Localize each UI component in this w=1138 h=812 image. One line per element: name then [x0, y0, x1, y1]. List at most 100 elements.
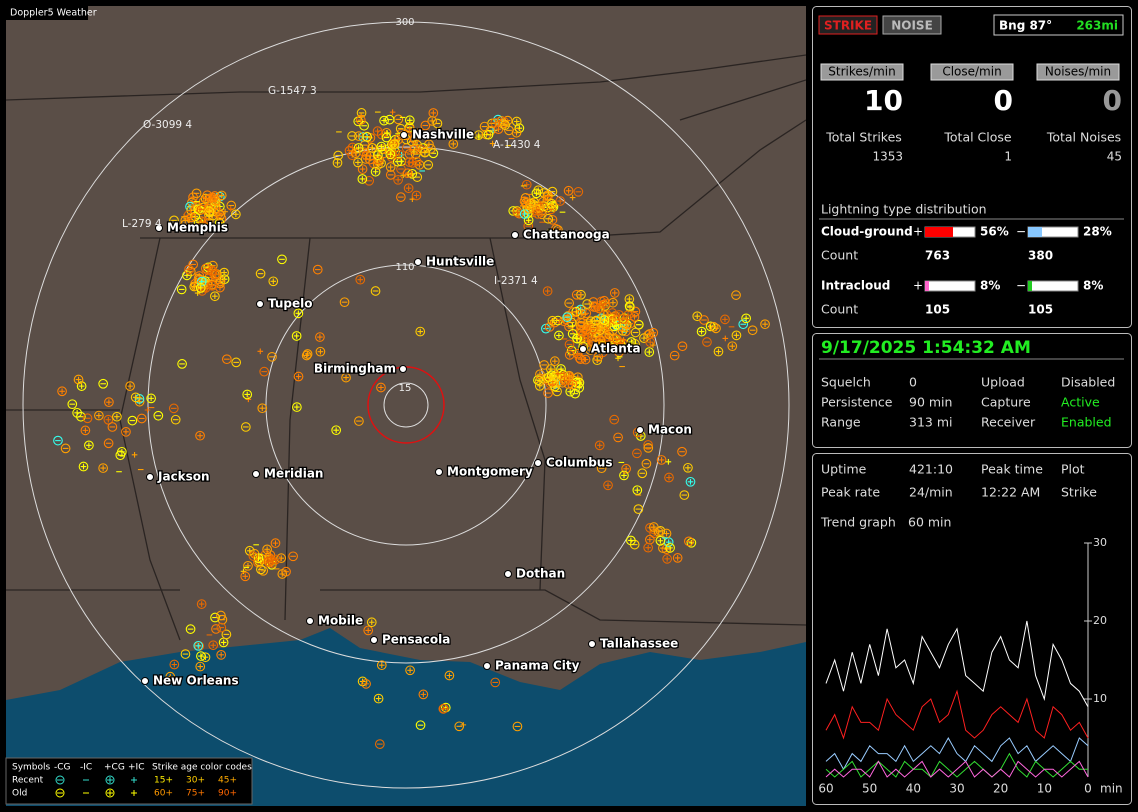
strike-circle	[271, 554, 281, 565]
strike-circle	[357, 164, 368, 174]
strike-sign	[569, 194, 576, 201]
strike-circle	[57, 386, 67, 397]
strike-circle	[184, 264, 194, 275]
strike-symbol	[448, 139, 459, 149]
stat-text: 24/min	[909, 485, 953, 500]
x-tick-label: 10	[1037, 782, 1052, 796]
strike-symbol	[127, 415, 138, 426]
strike-symbol	[565, 386, 576, 397]
strike-circle	[490, 677, 501, 688]
setting-text: 90 min	[909, 395, 952, 410]
strike-circle	[557, 377, 568, 388]
rate-value: 0	[1103, 84, 1122, 117]
strike-circle	[240, 571, 251, 582]
strike-circle	[332, 158, 343, 168]
strike-sign	[244, 391, 251, 398]
strike-symbol	[191, 188, 202, 199]
strike-sign	[201, 219, 207, 225]
strike-circle	[197, 222, 208, 232]
strike-circle	[256, 564, 266, 575]
strike-sign	[96, 412, 102, 419]
strike-sign	[628, 537, 634, 544]
strike-sign	[610, 299, 616, 306]
strike-circle	[677, 446, 687, 457]
map-legend: Symbols -CG -IC +CG +IC Strike age color code…	[5, 757, 253, 805]
strike-symbol	[312, 264, 323, 275]
strike-symbol	[201, 263, 211, 274]
strike-sign	[218, 192, 225, 199]
strike-symbol	[216, 650, 227, 660]
strike-symbol	[170, 414, 181, 425]
total-label: Total Strikes	[825, 130, 902, 145]
strike-symbol	[367, 143, 378, 153]
strike-sign	[352, 150, 359, 156]
strike-sign	[647, 339, 654, 345]
strike-symbol	[411, 156, 422, 167]
strike-symbol	[292, 402, 302, 412]
strike-circle	[112, 411, 122, 422]
strike-circle	[595, 335, 605, 345]
strike-sign	[621, 472, 627, 479]
strike-circle	[191, 188, 202, 199]
strike-circle	[677, 341, 688, 352]
strike-sign	[294, 404, 300, 410]
strike-circle	[196, 599, 207, 609]
strike-circle	[201, 263, 211, 274]
rate-header-box	[820, 63, 904, 81]
strike-symbol	[411, 149, 417, 155]
strike-sign	[411, 136, 418, 142]
strike-circle	[645, 337, 656, 348]
strike-symbol	[613, 432, 623, 443]
strike-circle	[633, 504, 644, 514]
strike-symbol	[483, 129, 494, 140]
city-label: Jackson	[157, 470, 210, 484]
strike-symbol	[270, 538, 281, 548]
strike-symbol	[738, 319, 749, 330]
strike-symbol	[185, 624, 196, 634]
strike-sign	[167, 673, 174, 680]
strike-symbol	[599, 295, 610, 306]
strike-circle	[268, 276, 279, 287]
strike-symbol	[604, 329, 615, 340]
panel-stats	[812, 453, 1132, 805]
strike-circle	[551, 372, 561, 382]
strike-circle	[656, 455, 667, 465]
strike-symbol	[184, 264, 194, 275]
strike-symbol	[564, 298, 575, 308]
strike-symbol	[414, 128, 421, 134]
strike-circle	[708, 321, 719, 332]
strike-symbol	[677, 446, 687, 457]
strike-circle	[76, 381, 87, 391]
legend-header: Symbols	[12, 763, 51, 773]
strike-circle	[555, 196, 566, 206]
strike-circle	[662, 554, 673, 564]
state-borders	[6, 54, 806, 641]
strike-symbol	[500, 120, 510, 130]
strike-symbol	[255, 268, 266, 279]
noise-button[interactable]	[882, 15, 942, 35]
strike-button[interactable]	[818, 15, 878, 35]
strike-circle	[653, 527, 664, 537]
strike-circle	[444, 670, 455, 681]
strike-circle	[533, 209, 543, 219]
strike-symbol	[121, 426, 131, 437]
strike-circle	[641, 458, 652, 469]
city-label: Montgomery	[447, 465, 533, 479]
strike-circle	[277, 569, 288, 579]
strike-circle	[73, 374, 84, 385]
strike-circle	[259, 366, 270, 377]
strike-sign	[533, 190, 540, 197]
strike-symbol	[490, 677, 501, 688]
strike-sign	[250, 553, 257, 559]
strike-sign	[188, 214, 195, 220]
strike-circle	[355, 115, 366, 125]
strike-circle	[731, 290, 741, 300]
strike-circle	[567, 379, 578, 390]
strike-symbol	[221, 629, 232, 640]
strike-symbol	[112, 411, 122, 422]
strike-circle	[214, 208, 224, 218]
strike-sign	[420, 691, 427, 698]
strike-symbol	[176, 284, 187, 295]
city-dot	[435, 468, 443, 476]
strike-circle	[370, 166, 381, 177]
